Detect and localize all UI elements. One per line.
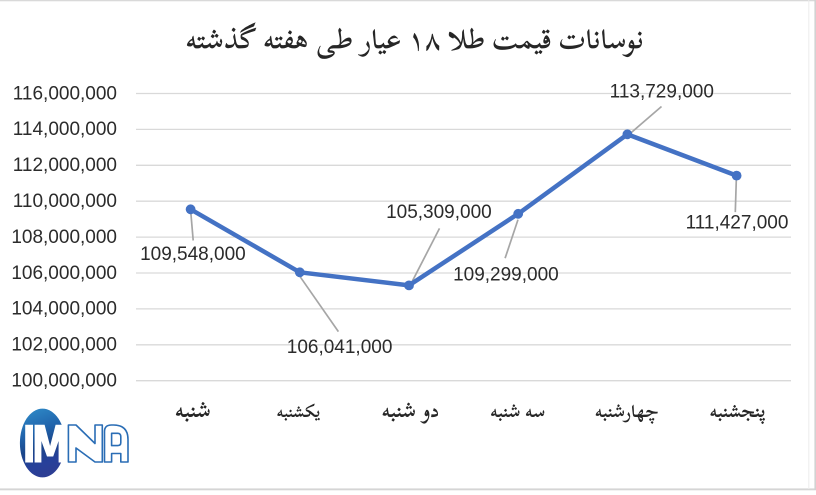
svg-text:100,000,000: 100,000,000 — [11, 371, 117, 392]
svg-text:114,000,000: 114,000,000 — [13, 119, 117, 140]
svg-text:106,041,000: 106,041,000 — [287, 337, 393, 358]
svg-text:110,000,000: 110,000,000 — [13, 191, 117, 212]
svg-text:111,427,000: 111,427,000 — [686, 213, 789, 234]
svg-text:112,000,000: 112,000,000 — [13, 155, 117, 176]
svg-text:104,000,000: 104,000,000 — [11, 299, 117, 320]
svg-text:108,000,000: 108,000,000 — [11, 227, 117, 248]
svg-text:113,729,000: 113,729,000 — [610, 81, 714, 102]
svg-text:105,309,000: 105,309,000 — [386, 202, 492, 223]
svg-text:109,548,000: 109,548,000 — [140, 244, 246, 265]
svg-text:116,000,000: 116,000,000 — [13, 83, 117, 104]
svg-text:102,000,000: 102,000,000 — [11, 335, 117, 356]
svg-text:106,000,000: 106,000,000 — [11, 263, 117, 284]
svg-text:109,299,000: 109,299,000 — [453, 265, 559, 286]
